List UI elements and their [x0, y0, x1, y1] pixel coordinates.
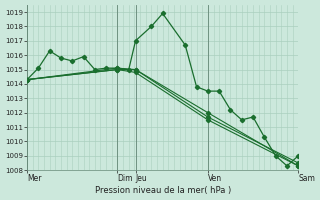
X-axis label: Pression niveau de la mer( hPa ): Pression niveau de la mer( hPa ) — [94, 186, 231, 195]
